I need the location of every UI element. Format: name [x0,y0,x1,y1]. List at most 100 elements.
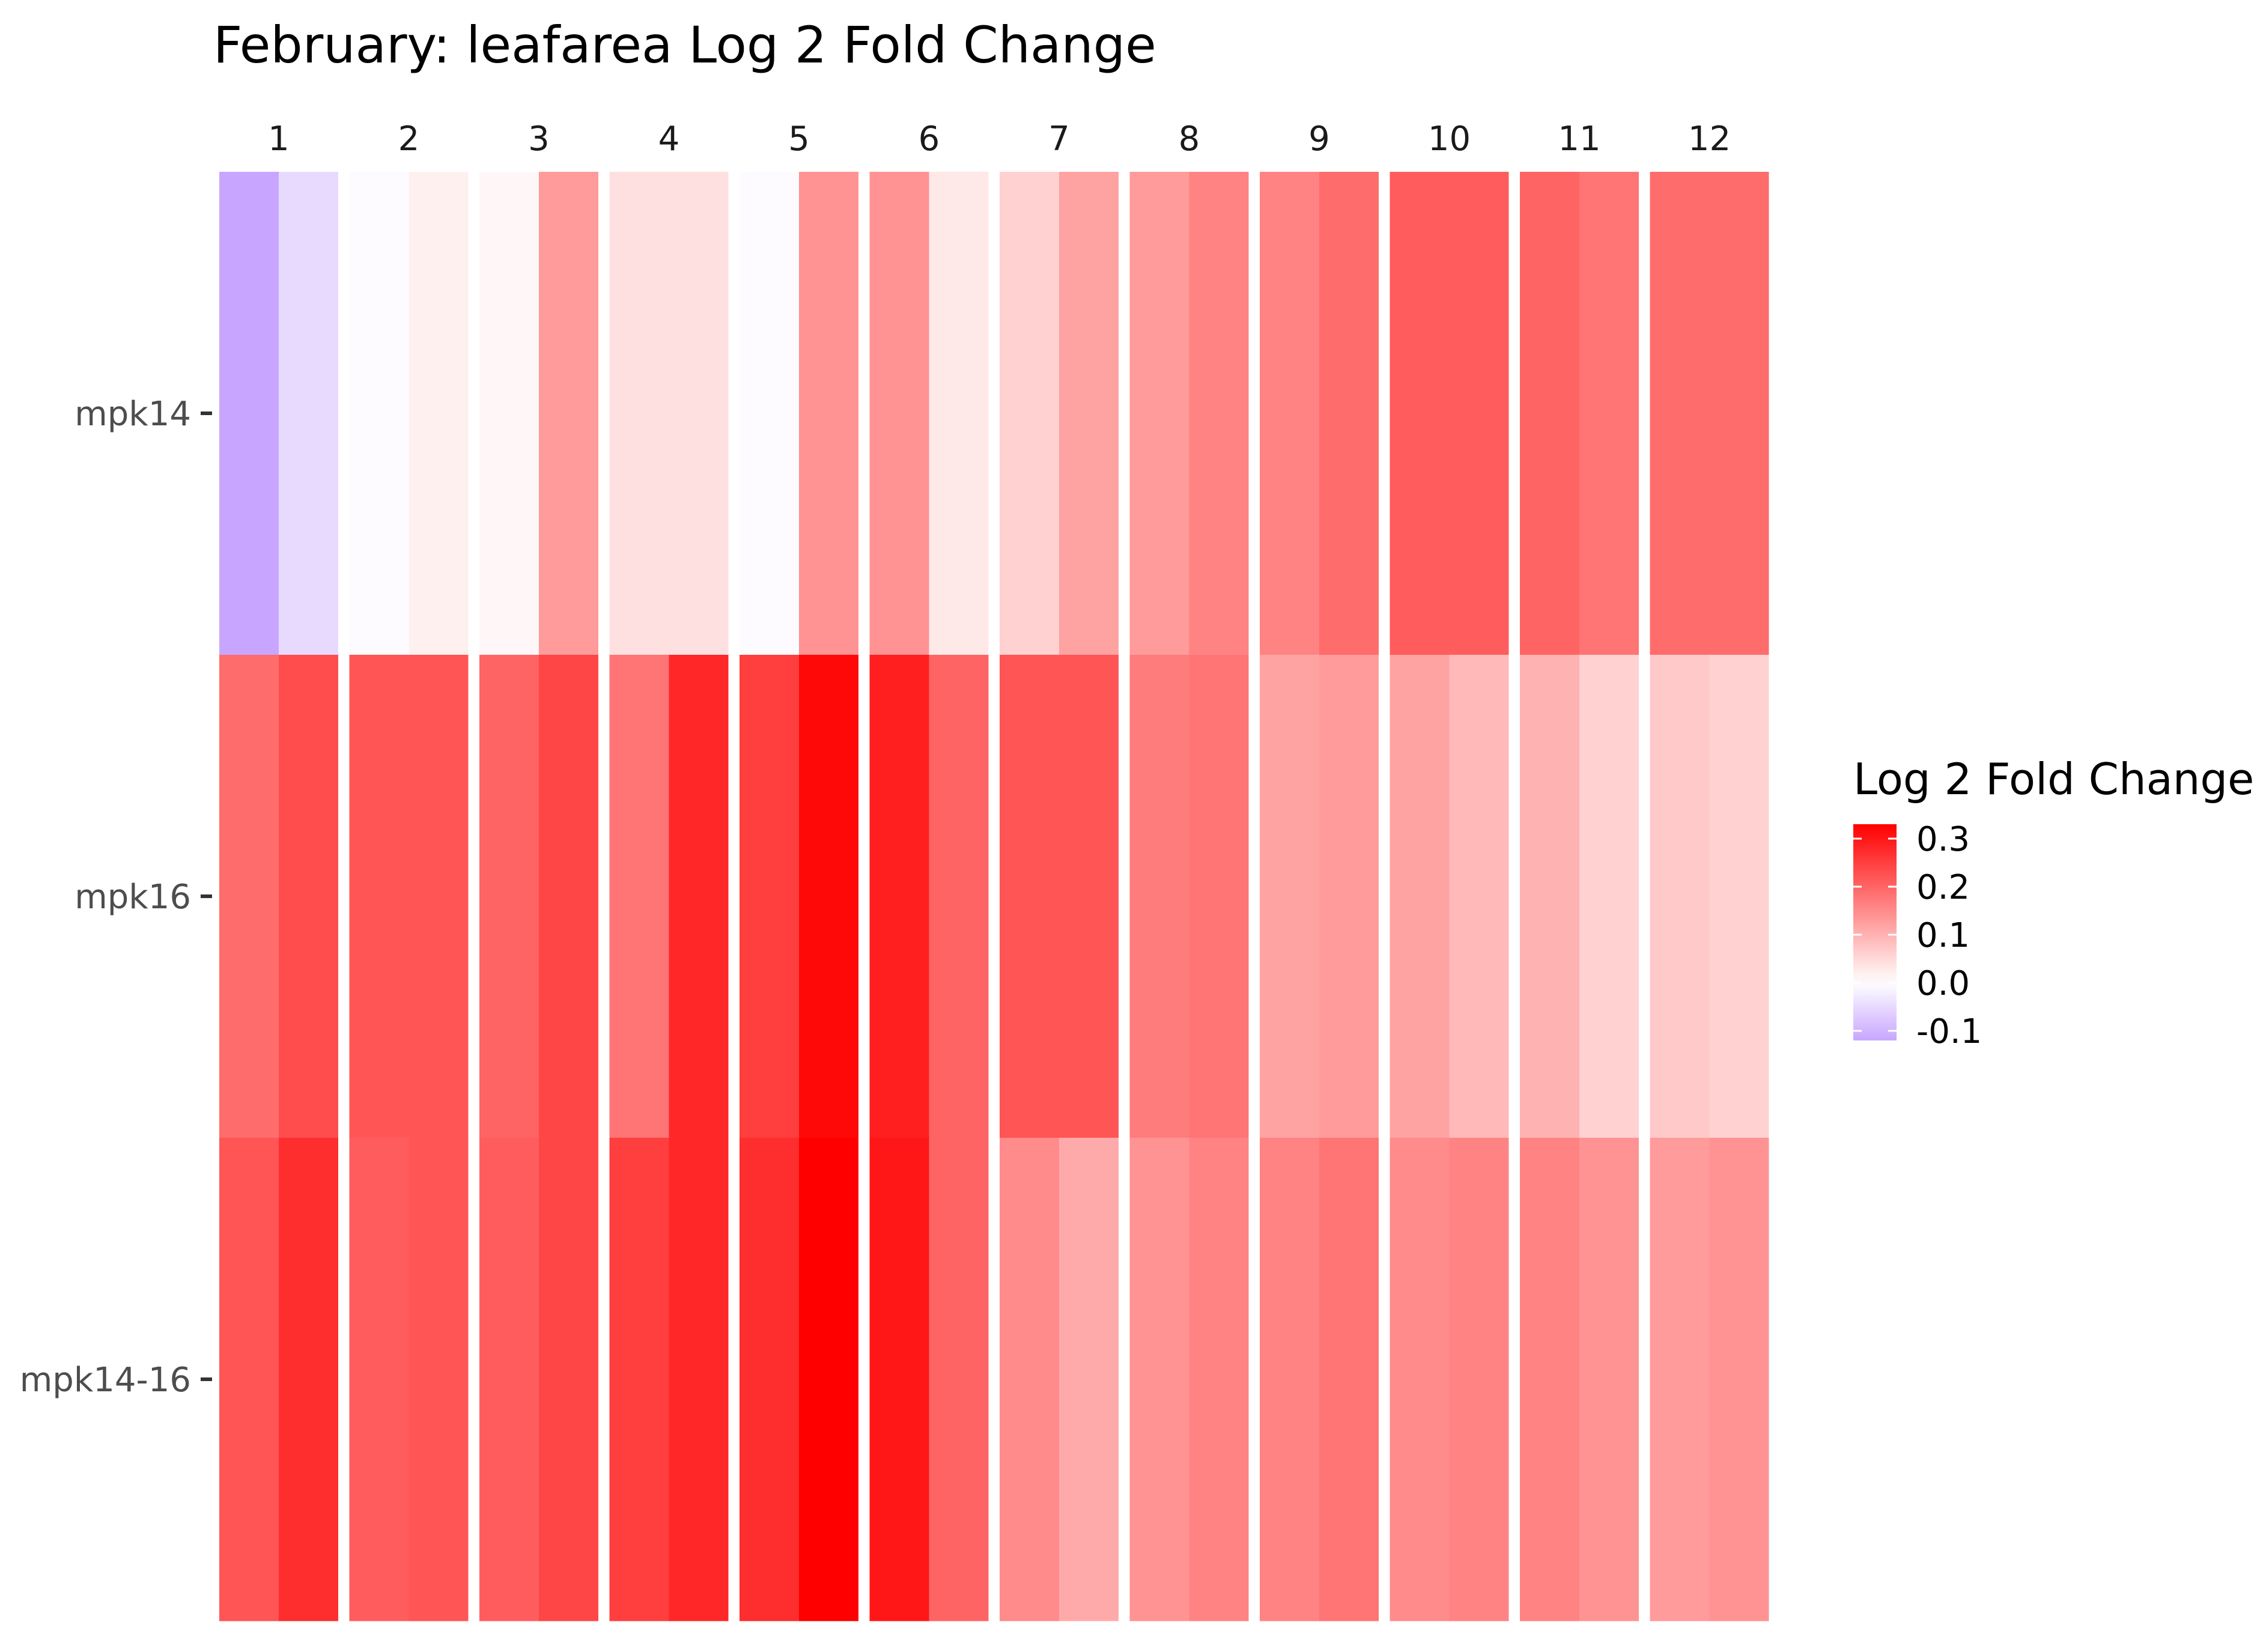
heatmap-cell [1709,1138,1769,1621]
heatmap-cell [1520,1138,1580,1621]
heatmap-cell [409,172,469,655]
heatmap-cell [799,1138,858,1621]
column-label: 4 [658,120,680,159]
heatmap-cell [479,172,539,655]
column-label: 2 [398,120,420,159]
heatmap-cell [929,172,989,655]
heatmap-cell [1390,1138,1450,1621]
heatmap-cell [1520,655,1580,1138]
heatmap-cell [539,172,598,655]
legend-tick-label: 0.0 [1916,964,1970,1003]
row-label: mpk14 [74,395,191,434]
legend-title: Log 2 Fold Change [1853,754,2254,804]
heatmap-cell [740,172,800,655]
heatmap-cell [1260,172,1320,655]
heatmap-cell [799,655,858,1138]
heatmap-cell [1059,172,1119,655]
heatmap-cell [609,1138,670,1621]
heatmap-cell [539,655,598,1138]
row-label: mpk16 [74,878,191,917]
heatmap-cell [1319,172,1379,655]
legend-color-bar [1853,824,1897,1040]
heatmap-cell [1579,172,1639,655]
heatmap-cell [929,655,989,1138]
column-label: 11 [1558,120,1600,159]
heatmap-cell [1650,1138,1710,1621]
heatmap-cell [409,1138,469,1621]
heatmap-cells [219,172,1769,1621]
heatmap-cell [669,172,729,655]
heatmap-cell [609,172,670,655]
legend-tick-label: 0.2 [1916,868,1970,907]
chart-title: February: leafarea Log 2 Fold Change [213,16,1156,74]
heatmap-cell [1579,655,1639,1138]
column-label: 12 [1688,120,1731,159]
row-label: mpk14-16 [20,1361,191,1400]
heatmap-cell [1319,655,1379,1138]
heatmap-cell [1129,1138,1190,1621]
column-label: 10 [1428,120,1471,159]
heatmap-cell [1059,655,1119,1138]
heatmap-cell [479,1138,539,1621]
heatmap-cell [409,655,469,1138]
heatmap-cell [1520,172,1580,655]
legend-ticks: 0.3 0.2 0.1 0.0 -0.1 [1853,820,1982,1051]
column-label: 9 [1308,120,1330,159]
heatmap-cell [219,655,279,1138]
legend-tick-label: 0.1 [1916,916,1970,955]
heatmap-cell [1319,1138,1379,1621]
heatmap-cell [1000,655,1060,1138]
heatmap-cell [929,1138,989,1621]
heatmap-cell [1189,1138,1249,1621]
color-legend: Log 2 Fold Change 0.3 0.2 0.1 0.0 -0.1 [1853,754,2254,1051]
heatmap-cell [869,172,930,655]
row-labels: mpk14 mpk16 mpk14-16 [20,395,212,1400]
column-label: 6 [919,120,940,159]
heatmap-cell [1129,655,1190,1138]
heatmap-cell [740,655,800,1138]
heatmap-cell [799,172,858,655]
column-labels: 1 2 3 4 5 6 7 8 9 10 11 12 [268,120,1731,159]
heatmap-cell [349,172,410,655]
heatmap-cell [1650,655,1710,1138]
column-label: 1 [268,120,290,159]
heatmap-cell [609,655,670,1138]
heatmap-cell [1260,1138,1320,1621]
heatmap-cell [669,1138,729,1621]
heatmap-cell [1650,172,1710,655]
heatmap-cell [1059,1138,1119,1621]
column-label: 5 [788,120,810,159]
heatmap-cell [279,1138,338,1621]
heatmap-cell [1709,655,1769,1138]
heatmap-cell [279,172,338,655]
heatmap-cell [219,172,279,655]
heatmap-cell [1390,655,1450,1138]
column-label: 3 [528,120,550,159]
heatmap-cell [1709,172,1769,655]
heatmap-cell [279,655,338,1138]
heatmap-cell [1189,655,1249,1138]
heatmap-cell [740,1138,800,1621]
heatmap-cell [479,655,539,1138]
legend-tick-label: -0.1 [1916,1012,1982,1051]
heatmap-cell [219,1138,279,1621]
heatmap-cell [1449,1138,1509,1621]
legend-tick-label: 0.3 [1916,820,1970,859]
heatmap-cell [1189,172,1249,655]
heatmap-cell [349,655,410,1138]
heatmap-cell [1129,172,1190,655]
column-label: 7 [1048,120,1070,159]
heatmap-cell [539,1138,598,1621]
heatmap-cell [1000,1138,1060,1621]
heatmap-cell [1449,655,1509,1138]
heatmap-cell [1579,1138,1639,1621]
heatmap-cell [869,655,930,1138]
heatmap-cell [349,1138,410,1621]
heatmap-cell [1000,172,1060,655]
heatmap-cell [869,1138,930,1621]
heatmap-cell [1449,172,1509,655]
column-label: 8 [1179,120,1200,159]
heatmap-cell [1260,655,1320,1138]
heatmap-cell [669,655,729,1138]
